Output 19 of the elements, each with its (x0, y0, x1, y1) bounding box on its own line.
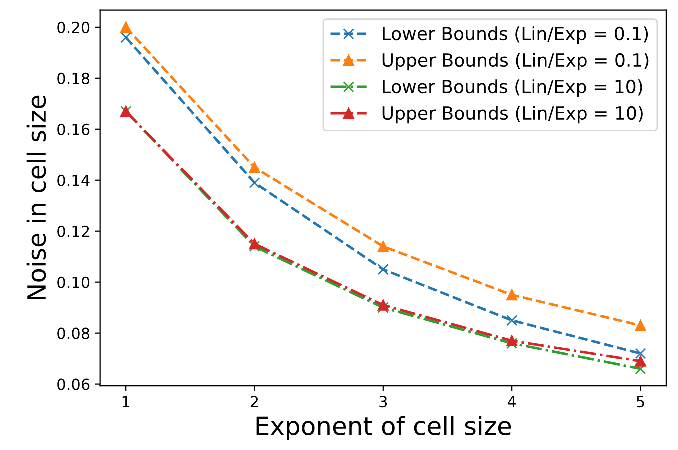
y-axis-title: Noise in cell size (26, 96, 46, 300)
legend-label: Upper Bounds (Lin/Exp = 10) (382, 106, 643, 124)
legend-label: Lower Bounds (Lin/Exp = 0.1) (383, 26, 648, 44)
y-tick-label: 0.20 (58, 22, 90, 34)
x-tick-label: 1 (122, 396, 130, 408)
y-tick-label: 0.16 (58, 124, 90, 136)
y-tick-label: 0.14 (58, 174, 90, 186)
y-tick-label: 0.18 (58, 72, 90, 84)
y-tick-label: 0.12 (58, 226, 90, 238)
x-tick-label: 5 (637, 396, 644, 408)
legend-label: Upper Bounds (Lin/Exp = 0.1) (382, 53, 649, 71)
y-tick-label: 0.08 (58, 328, 90, 340)
x-tick-label: 2 (251, 396, 258, 408)
y-tick-label: 0.06 (58, 378, 90, 390)
x-tick-label: 4 (508, 396, 516, 408)
x-tick-label: 3 (380, 396, 388, 408)
x-axis-title: Exponent of cell size (256, 416, 512, 440)
y-tick-label: 0.10 (58, 276, 90, 288)
legend-label: Lower Bounds (Lin/Exp = 10) (383, 80, 642, 98)
